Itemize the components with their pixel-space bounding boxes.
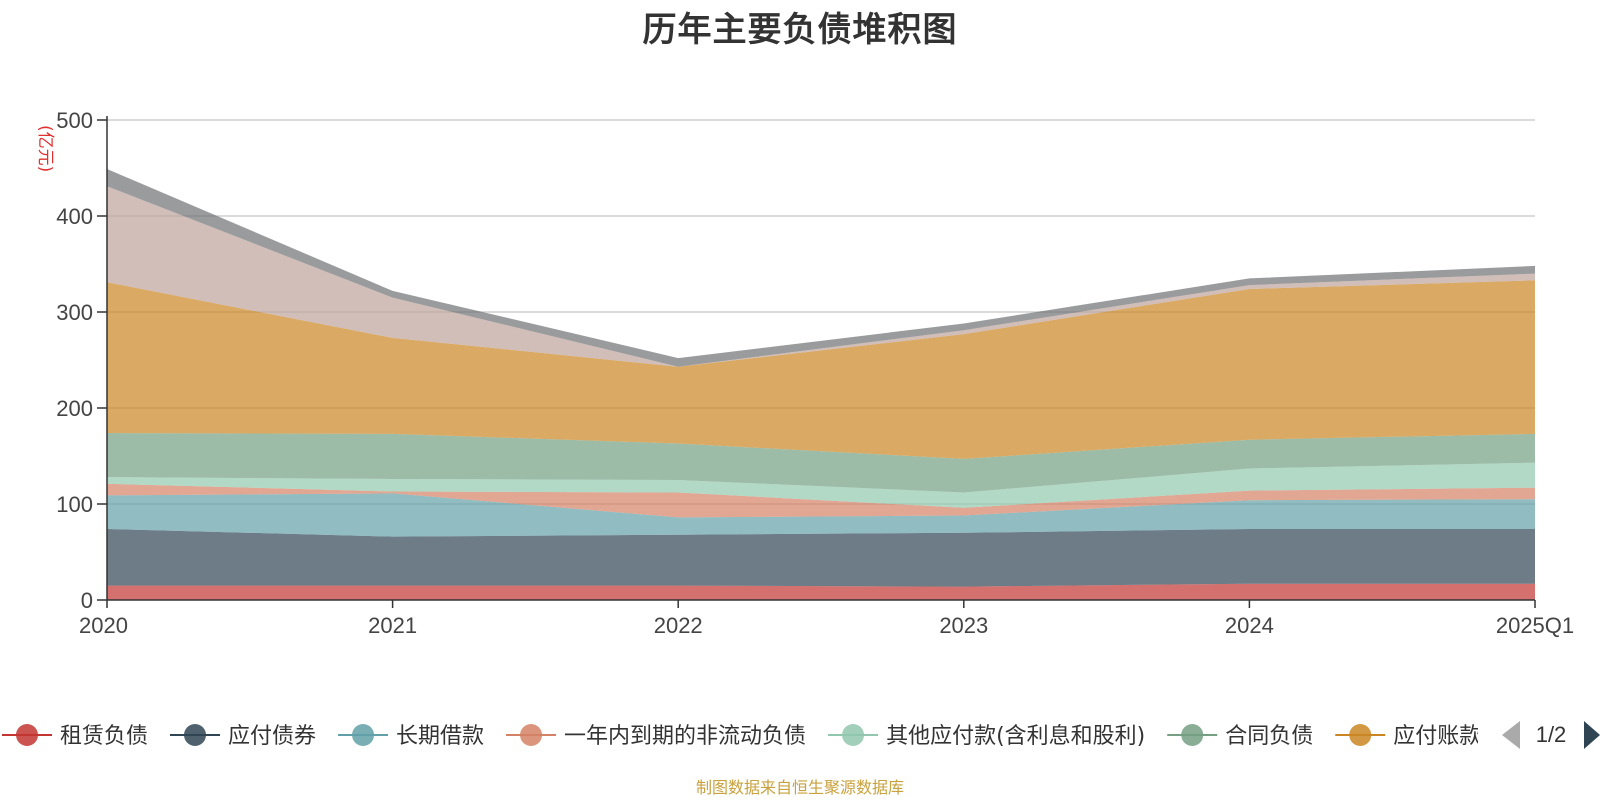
- y-tick-label: 200: [56, 396, 93, 421]
- area-series-3[interactable]: [107, 493, 1535, 537]
- legend-label[interactable]: 一年内到期的非流动负债: [564, 724, 806, 749]
- legend-marker: [16, 724, 38, 746]
- data-source-note: 制图数据来自恒生聚源数据库: [695, 778, 904, 797]
- legend-item[interactable]: 租赁负债: [2, 724, 148, 749]
- legend-marker: [1349, 724, 1372, 746]
- legend-label[interactable]: 其他应付款(含利息和股利): [886, 724, 1145, 749]
- legend-item[interactable]: 一年内到期的非流动负债: [506, 724, 806, 749]
- y-axis-unit-label: (亿元): [35, 125, 55, 172]
- legend-label[interactable]: 合同负债: [1225, 724, 1313, 749]
- legend-page-indicator: 1/2: [1536, 722, 1567, 747]
- y-tick-label: 300: [56, 300, 93, 325]
- chart-title: 历年主要负债堆积图: [642, 10, 958, 50]
- area-series: [107, 169, 1535, 600]
- x-tick-label: 2022: [654, 613, 703, 638]
- area-series-5[interactable]: [107, 462, 1535, 508]
- legend-label[interactable]: 应付债券: [228, 724, 316, 749]
- legend-marker: [842, 724, 865, 746]
- area-series-6[interactable]: [107, 433, 1535, 493]
- legend-prev-page-icon[interactable]: [1502, 721, 1520, 749]
- legend-label[interactable]: 租赁负债: [60, 724, 148, 749]
- legend-item[interactable]: 合同负债: [1167, 724, 1313, 749]
- legend-label[interactable]: 长期借款: [396, 724, 484, 749]
- legend: 租赁负债 应付债券 长期借款 一年内到期的非流动负债 其他应付款(含利息和股利) 合同负债…: [2, 724, 1481, 749]
- legend-item[interactable]: 应付债券: [170, 724, 316, 749]
- area-series-4[interactable]: [107, 483, 1535, 518]
- legend-marker: [352, 724, 375, 746]
- y-tick-label: 500: [56, 108, 93, 133]
- x-tick-label: 2024: [1225, 613, 1274, 638]
- legend-next-page-icon[interactable]: [1584, 721, 1600, 749]
- legend-item[interactable]: 其他应付款(含利息和股利): [828, 724, 1145, 749]
- y-tick-label: 400: [56, 204, 93, 229]
- legend-label[interactable]: 应付账款: [1393, 724, 1481, 749]
- x-tick-label: 2025Q1: [1496, 613, 1574, 638]
- area-series-1[interactable]: [107, 583, 1535, 600]
- legend-marker: [520, 724, 543, 746]
- area-series-8[interactable]: [107, 186, 1535, 367]
- x-tick-label: 2021: [368, 613, 417, 638]
- legend-item[interactable]: 长期借款: [338, 724, 484, 749]
- axes: 0 100 200 300 400 500 2020 2021 2022 2023 2024 2025…: [35, 108, 1574, 638]
- legend-marker: [184, 724, 207, 746]
- area-series-2[interactable]: [107, 529, 1535, 587]
- y-tick-label: 100: [56, 492, 93, 517]
- y-tick-label: 0: [81, 588, 93, 613]
- x-tick-label: 2023: [939, 613, 988, 638]
- legend-item[interactable]: 应付账款: [1335, 724, 1481, 749]
- legend-marker: [1181, 724, 1204, 746]
- x-tick-label: 2020: [79, 613, 128, 638]
- area-series-7[interactable]: [107, 280, 1535, 459]
